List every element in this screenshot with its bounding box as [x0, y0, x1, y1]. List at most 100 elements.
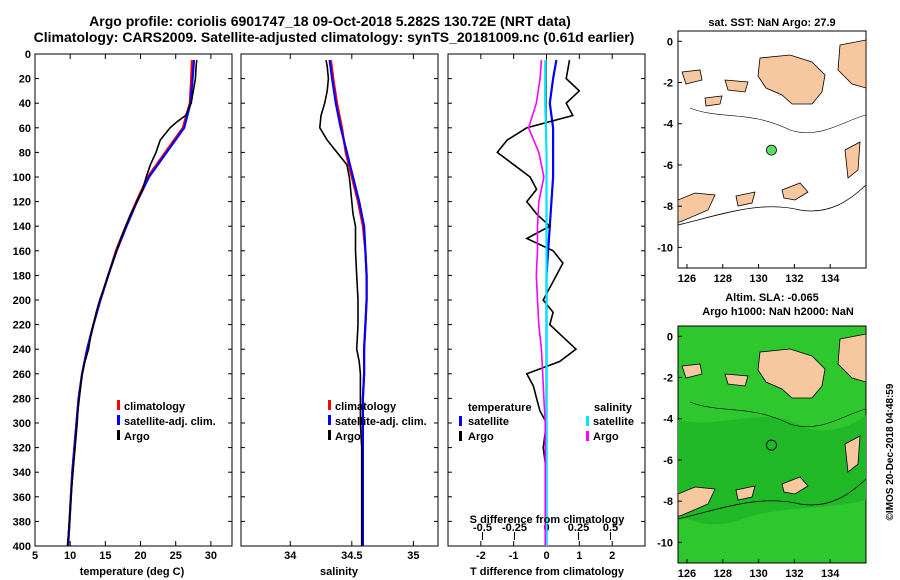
difference-panel: -2 -1 0 1 2-0.5 -0.25 0 0.25 0.5 S difference fr… — [447, 53, 646, 578]
land-island — [704, 95, 723, 107]
x-tick-label: 34.5 — [341, 550, 362, 562]
y-tick-label: 80 — [19, 147, 31, 159]
land-timor — [678, 486, 716, 517]
map-x-tick-label: 128 — [714, 273, 732, 285]
y-tick-label: 20 — [19, 74, 31, 86]
sst-map-title: sat. SST: NaN Argo: 27.9 — [708, 17, 835, 29]
legend-swatch-argo — [328, 430, 331, 440]
map-y-tick-label: -6 — [663, 455, 673, 467]
s-difference-axis-label: S difference from climatology — [470, 514, 626, 526]
x-tick-label: 10 — [64, 550, 76, 562]
x-tick-label: -2 — [476, 550, 486, 562]
legend-swatch-argo — [117, 430, 120, 440]
temperature-ticks: 0 20 40 60 80 100 120 140 160 180 200 220 240 260 280 3… — [13, 49, 232, 562]
x-tick-label: 25 — [170, 550, 182, 562]
y-tick-label: 160 — [13, 246, 31, 258]
land-new-guinea-bird-head — [757, 54, 826, 105]
map-y-tick-label: 0 — [667, 36, 673, 48]
y-tick-label: 320 — [13, 443, 31, 455]
legend-swatch-satellite — [328, 415, 331, 425]
imos-credit-label: ©IMOS 20-Dec-2018 04:48:59 — [885, 383, 896, 520]
figure-title-line1: Argo profile: coriolis 6901747_18 09-Oct… — [89, 13, 571, 29]
s-diff-tick-label: -0.25 — [502, 522, 527, 534]
bathymetry-contour — [678, 478, 866, 520]
map-x-tick-label: 126 — [678, 568, 696, 580]
sla-map-panel: Altim. SLA: -0.065 Argo h1000: NaN h2000… — [657, 292, 867, 580]
salinity-panel: 34 34.5 35 salinity climatology satellite-… — [240, 53, 439, 578]
map-y-tick-label: -4 — [663, 119, 674, 131]
sla-patch — [678, 415, 866, 525]
legend-t-satellite: satellite — [468, 416, 509, 428]
legend-argo: Argo — [335, 431, 361, 443]
legend-swatch-satellite — [117, 415, 120, 425]
sst-map-land — [678, 39, 866, 226]
land-new-guinea-east — [837, 333, 866, 383]
land-timor — [678, 192, 716, 223]
bathymetry-contour — [689, 107, 866, 134]
y-tick-label: 400 — [13, 541, 31, 553]
y-tick-label: 360 — [13, 492, 31, 504]
sst-map-ticks: 126 128 130 132 134 0 -2 -4 -6 -8 -10 — [657, 36, 840, 285]
legend-swatch-climatology — [117, 400, 120, 410]
land-island — [724, 373, 749, 387]
map-x-tick-label: 130 — [749, 568, 767, 580]
sla-map-title-line2: Argo h1000: NaN h2000: NaN — [702, 306, 854, 318]
x-tick-label: 35 — [407, 550, 419, 562]
legend-swatch-t-satellite — [459, 416, 462, 426]
map-y-tick-label: -10 — [657, 242, 673, 254]
bathymetry-contour — [678, 184, 866, 226]
map-x-tick-label: 134 — [821, 568, 840, 580]
land-new-guinea-east — [837, 39, 866, 89]
y-tick-label: 260 — [13, 369, 31, 381]
y-tick-label: 100 — [13, 172, 31, 184]
x-tick-label: 34 — [284, 550, 297, 562]
bathymetry-contour — [689, 401, 866, 428]
series-line-argo — [66, 60, 198, 546]
figure-title-line2: Climatology: CARS2009. Satellite-adjuste… — [34, 29, 635, 45]
salinity-ticks: 34 34.5 35 — [241, 53, 438, 562]
land-island — [735, 191, 756, 207]
map-y-tick-label: -8 — [663, 496, 673, 508]
map-x-tick-label: 132 — [785, 273, 803, 285]
map-y-tick-label: 0 — [667, 331, 673, 343]
legend-swatch-s-argo — [586, 431, 589, 441]
series-line-satellite-adj-clim- — [328, 59, 368, 546]
map-y-tick-label: -10 — [657, 537, 673, 549]
map-y-tick-label: -2 — [663, 78, 673, 90]
y-tick-label: 380 — [13, 516, 31, 528]
land-aru-islands — [844, 435, 861, 473]
salinity-xlabel: salinity — [320, 566, 359, 578]
y-tick-label: 280 — [13, 393, 31, 405]
land-island — [681, 69, 703, 85]
x-tick-label: 5 — [32, 550, 38, 562]
map-y-tick-label: -4 — [663, 414, 674, 426]
salinity-lines — [318, 59, 368, 546]
difference-lines — [496, 54, 581, 546]
sla-map-title-line1: Altim. SLA: -0.065 — [725, 292, 819, 304]
sst-map-panel: sat. SST: NaN Argo: 27.9 126 128 130 132 134… — [657, 17, 867, 285]
series-line-s-satellite — [544, 60, 548, 546]
x-tick-label: 30 — [205, 550, 217, 562]
temperature-lines — [66, 60, 198, 546]
y-tick-label: 220 — [13, 320, 31, 332]
series-line-argo — [318, 59, 363, 546]
land-new-guinea-bird-head — [757, 348, 826, 399]
y-tick-label: 40 — [19, 98, 31, 110]
temperature-legend: climatology satellite-adj. clim. Argo — [117, 400, 216, 443]
legend-s-satellite: satellite — [593, 416, 634, 428]
s-diff-tick-label: 0.5 — [603, 522, 618, 534]
x-tick-label: 0 — [543, 550, 549, 562]
y-tick-label: 240 — [13, 344, 31, 356]
land-island — [681, 363, 703, 379]
series-line-s-argo — [527, 60, 547, 546]
salinity-legend: climatology satellite-adj. clim. Argo — [328, 400, 427, 443]
difference-xlabel: T difference from climatology — [470, 566, 625, 578]
temperature-panel: 0 20 40 60 80 100 120 140 160 180 200 220 240 260 280 3… — [13, 49, 233, 578]
y-tick-label: 140 — [13, 221, 31, 233]
y-tick-label: 180 — [13, 270, 31, 282]
map-x-tick-label: 132 — [785, 568, 803, 580]
map-x-tick-label: 128 — [714, 568, 732, 580]
x-tick-label: 20 — [134, 550, 146, 562]
y-tick-label: 300 — [13, 418, 31, 430]
